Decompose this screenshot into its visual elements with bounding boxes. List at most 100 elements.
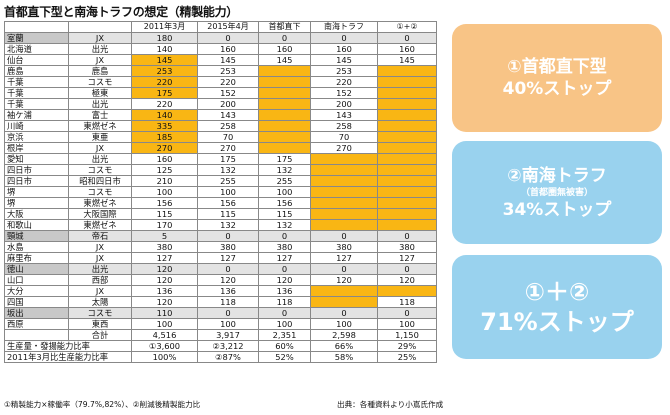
value-cell	[258, 142, 311, 154]
table-row: 和歌山 東燃ゼネ 170 132 132	[4, 219, 437, 231]
value-cell: 255	[197, 175, 259, 187]
card-value: 34%ストップ	[502, 199, 612, 220]
value-cell: 160	[310, 43, 378, 55]
value-cell: 132	[197, 219, 259, 231]
value-cell	[377, 219, 437, 231]
value-cell: 120	[258, 274, 311, 286]
value-cell: 0	[310, 230, 378, 242]
value-cell: 0	[377, 230, 437, 242]
value-cell	[377, 142, 437, 154]
value-cell: 253	[197, 65, 259, 77]
table-row: 仙台 JX 145 145 145 145 145	[4, 54, 437, 66]
value-cell: 175	[258, 153, 311, 165]
company-cell: コスモ	[68, 307, 132, 319]
value-cell: 70	[197, 131, 259, 143]
value-cell: 152	[197, 87, 259, 99]
value-cell	[377, 65, 437, 77]
value-cell: 185	[131, 131, 198, 143]
value-cell: 136	[131, 285, 198, 297]
column-header: 2011年3月	[131, 21, 198, 33]
value-cell: 145	[131, 54, 198, 66]
table-row: 川崎 東燃ゼネ 335 258 258	[4, 120, 437, 132]
ratio2-row: 2011年3月比生産能力比率 100% ②87% 52% 58% 25%	[4, 351, 437, 363]
value-cell: 175	[131, 87, 198, 99]
value-cell: 258	[310, 120, 378, 132]
location-cell: 千葉	[4, 87, 69, 99]
value-cell: 210	[131, 175, 198, 187]
value-cell: 132	[258, 164, 311, 176]
value-cell: 0	[197, 230, 259, 242]
value-cell: 3,917	[197, 329, 259, 341]
value-cell	[310, 219, 378, 231]
value-cell: 52%	[258, 351, 311, 363]
table-row: 四日市 コスモ 125 132 132	[4, 164, 437, 176]
value-cell	[258, 98, 311, 110]
value-cell: 120	[377, 274, 437, 286]
value-cell: 100	[258, 186, 311, 198]
location-cell: 徳山	[4, 263, 69, 275]
value-cell: 100	[310, 318, 378, 330]
value-cell: 0	[310, 307, 378, 319]
value-cell: 270	[310, 142, 378, 154]
value-cell: 258	[197, 120, 259, 132]
value-cell: 0	[258, 263, 311, 275]
value-cell	[377, 131, 437, 143]
table-row: 四国 太陽 120 118 118 118	[4, 296, 437, 308]
value-cell: 145	[377, 54, 437, 66]
value-cell	[258, 120, 311, 132]
value-cell	[310, 285, 378, 297]
value-cell	[258, 87, 311, 99]
value-cell: 0	[258, 307, 311, 319]
table-row: 根岸 JX 270 270 270	[4, 142, 437, 154]
label-cell: 合計	[68, 329, 132, 341]
table-row: 千葉 出光 220 200 200	[4, 98, 437, 110]
value-cell	[258, 76, 311, 88]
value-cell: 127	[310, 252, 378, 264]
value-cell: 100	[197, 186, 259, 198]
company-cell: 帝石	[68, 230, 132, 242]
value-cell: 220	[131, 98, 198, 110]
table-row: 徳山 出光 120 0 0 0 0	[4, 263, 437, 275]
table-row: 堺東燃ゼネ 156 156 156	[4, 197, 437, 209]
value-cell	[258, 131, 311, 143]
card-title: ①首都直下型	[507, 57, 607, 77]
value-cell: 143	[197, 109, 259, 121]
table-row: 麻里布 JX 127 127 127 127 127	[4, 252, 437, 264]
value-cell: 220	[131, 76, 198, 88]
location-cell: 四日市	[4, 175, 69, 187]
value-cell: 140	[131, 109, 198, 121]
location-cell: 千葉	[4, 76, 69, 88]
page-title: 首都直下型と南海トラフの想定（精製能力）	[4, 5, 239, 19]
value-cell: 25%	[377, 351, 437, 363]
location-cell: 千葉	[4, 98, 69, 110]
value-cell: 253	[131, 65, 198, 77]
location-cell: 鹿島	[4, 65, 69, 77]
value-cell	[377, 208, 437, 220]
value-cell	[377, 76, 437, 88]
value-cell: 156	[258, 197, 311, 209]
location-cell: 和歌山	[4, 219, 69, 231]
value-cell: 60%	[258, 340, 311, 352]
table-row: 西原 東西 100 100 100 100 100	[4, 318, 437, 330]
value-cell	[310, 175, 378, 187]
column-header	[4, 21, 69, 33]
value-cell	[258, 109, 311, 121]
value-cell: 220	[197, 76, 259, 88]
company-cell: コスモ	[68, 186, 132, 198]
table-row: 愛知 出光 160 175 175	[4, 153, 437, 165]
value-cell: 380	[310, 241, 378, 253]
value-cell	[258, 65, 311, 77]
location-cell: 大阪	[4, 208, 69, 220]
blank-cell	[4, 329, 69, 341]
table-row: 四日市 昭和四日市 210 255 255	[4, 175, 437, 187]
value-cell: ①3,600	[131, 340, 198, 352]
company-cell: JX	[68, 32, 132, 44]
value-cell: 180	[131, 32, 198, 44]
value-cell	[377, 164, 437, 176]
location-cell: 麻里布	[4, 252, 69, 264]
value-cell: 253	[310, 65, 378, 77]
location-cell: 室蘭	[4, 32, 69, 44]
value-cell: 380	[258, 241, 311, 253]
value-cell: ②87%	[197, 351, 259, 363]
value-cell: 115	[258, 208, 311, 220]
